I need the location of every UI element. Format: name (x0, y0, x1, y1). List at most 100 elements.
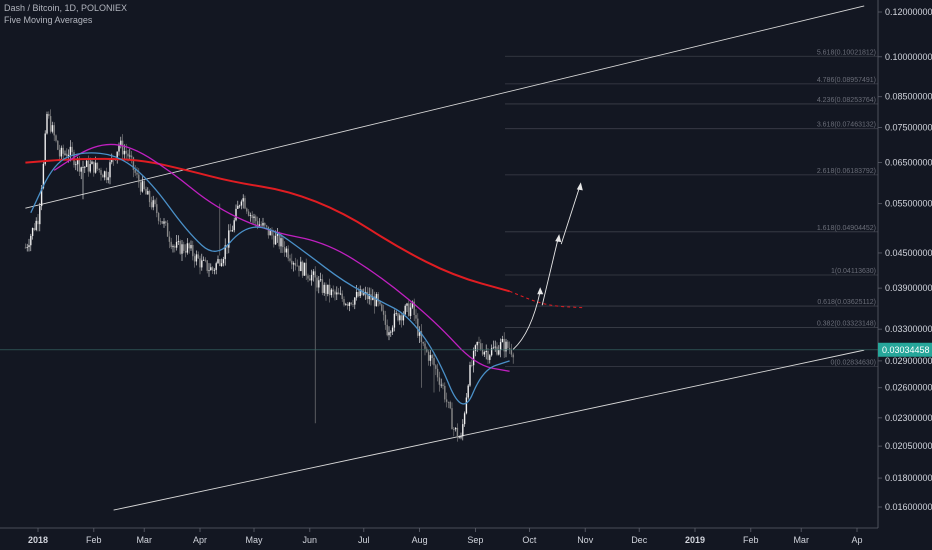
candle-body (282, 238, 284, 248)
candle-body (94, 162, 97, 173)
fib-label: 2.618(0.06183792) (817, 168, 876, 175)
projection-leg (560, 186, 581, 245)
candle-body (298, 265, 300, 272)
candle-body (323, 284, 325, 293)
candle-body (496, 346, 498, 355)
price-tick-label: 0.01600000 (885, 502, 932, 512)
candle-body (388, 332, 390, 336)
candle-body (269, 230, 271, 236)
time-tick-label: Nov (577, 535, 594, 545)
candle-body (103, 171, 106, 178)
candle-body (125, 150, 127, 154)
candle-body (348, 302, 351, 307)
candle-body (240, 201, 243, 206)
candle-body (100, 169, 102, 175)
fib-label: 0(0.02834630) (830, 359, 876, 366)
candle-body (152, 200, 154, 208)
candle-body (222, 259, 225, 264)
candle-body (51, 125, 54, 132)
candle-body (409, 307, 412, 316)
candle-body (417, 318, 419, 336)
candle-body (408, 303, 410, 316)
price-tick-label: 0.10000000 (885, 52, 932, 62)
candle-body (85, 160, 88, 167)
candle-body (235, 208, 237, 221)
candle-body (510, 349, 513, 355)
time-tick-label: Feb (743, 535, 759, 545)
candle-body (93, 161, 95, 173)
candle-body (166, 222, 169, 237)
candle-body (220, 263, 223, 267)
candle-body (354, 297, 356, 305)
candle-body (256, 221, 259, 226)
candle-body (336, 292, 338, 295)
candle-body (264, 222, 266, 226)
arrowhead (576, 182, 583, 191)
candle-body (330, 289, 333, 296)
candle-body (132, 157, 135, 170)
candle-body (321, 279, 324, 293)
candle-body (384, 314, 387, 325)
indicator-label[interactable]: Five Moving Averages (4, 15, 93, 25)
candle-body (462, 424, 464, 437)
candle-body (406, 303, 408, 306)
candle-body (210, 267, 212, 271)
time-tick-label: Dec (631, 535, 648, 545)
fib-label: 4.786(0.08957491) (817, 77, 876, 84)
candle-body (397, 313, 399, 321)
candle-body (469, 364, 471, 386)
price-axis[interactable]: 0.12000000 0.10000000 0.08500000 0.07500000… (878, 7, 932, 512)
time-tick-label: Apr (193, 535, 207, 545)
candle-body (48, 114, 50, 117)
candle-body (325, 284, 327, 294)
candle-body (379, 301, 381, 305)
candle-body (350, 302, 352, 305)
candle-body (370, 294, 372, 301)
candle-body (69, 146, 72, 155)
candle-body (136, 172, 138, 175)
candle-body (489, 355, 491, 360)
candle-body (411, 301, 414, 308)
candle-body (271, 230, 273, 236)
candle-body (80, 167, 82, 172)
candle-body (507, 341, 509, 348)
moving-average-line (53, 143, 510, 372)
candle-body (292, 263, 295, 265)
projection-leg (541, 238, 559, 306)
candle-body (429, 355, 432, 361)
arrowhead (555, 234, 562, 243)
time-axis[interactable]: 2018 Feb Mar Apr May Jun Jul Aug Sep Oct Nov Dec 201… (28, 528, 863, 545)
candle-body (46, 114, 48, 134)
candle-body (118, 145, 120, 152)
candle-body (287, 248, 289, 259)
candle-body (390, 331, 392, 333)
candle-body (253, 216, 255, 219)
candle-body (179, 241, 181, 254)
candle-body (300, 261, 302, 272)
projection-curve (512, 291, 541, 350)
candle-body (224, 245, 226, 260)
candle-body (400, 315, 403, 321)
candle-body (127, 153, 129, 157)
candle-body (512, 354, 514, 358)
trendlines (25, 5, 865, 511)
candle-body (33, 228, 36, 230)
time-tick-label: Jun (303, 535, 318, 545)
candle-body (197, 254, 199, 259)
candle-body (274, 235, 277, 245)
candle-body (251, 214, 253, 219)
candle-body (258, 224, 261, 226)
candle-body (71, 146, 73, 153)
candle-body (438, 377, 441, 385)
candle-body (420, 330, 423, 342)
candle-body (375, 294, 378, 307)
candle-body (121, 140, 124, 155)
candle-body (177, 241, 180, 242)
candle-body (449, 401, 451, 409)
candle-body (278, 233, 280, 247)
candle-body (165, 221, 167, 223)
candle-body (150, 202, 153, 208)
candle-body (188, 243, 190, 249)
candle-body (186, 243, 189, 253)
